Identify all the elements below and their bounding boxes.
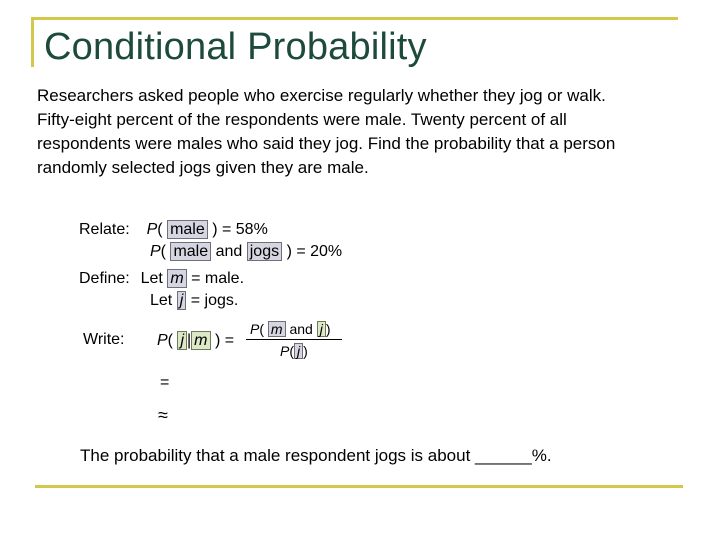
- open-paren: (: [289, 343, 295, 359]
- and-word: and: [215, 243, 243, 260]
- male-answer-box: male: [170, 242, 212, 261]
- problem-statement: Researchers asked people who exercise re…: [37, 86, 616, 177]
- var-j-box: j: [176, 291, 187, 310]
- prob-symbol: P: [150, 243, 161, 260]
- prob-symbol: P: [280, 343, 290, 359]
- relate-label: Relate:: [79, 221, 130, 238]
- open-paren: (: [157, 221, 163, 238]
- relate-value-2: ) = 20%: [286, 243, 343, 260]
- relate-line-2: P( male and jogs ) = 20%: [150, 242, 342, 261]
- prob-symbol: P: [157, 332, 168, 349]
- open-paren: (: [160, 243, 166, 260]
- close-paren: ): [303, 343, 308, 359]
- var-m-box: m: [267, 321, 286, 337]
- frame-left-line: [31, 17, 34, 67]
- relate-line-1: Relate: P( male ) = 58%: [79, 220, 268, 239]
- fraction-denominator: P(j): [280, 343, 308, 359]
- prob-symbol: P: [146, 221, 158, 238]
- var-j-box: j: [177, 331, 188, 350]
- open-paren: (: [259, 321, 265, 337]
- frame-top-line: [31, 17, 678, 20]
- close-paren: ): [325, 321, 331, 337]
- write-expression: P( j | m ) =: [157, 331, 234, 350]
- male-answer-box: male: [167, 220, 208, 239]
- given-bar: |: [187, 332, 192, 349]
- write-close-eq: ) =: [214, 332, 235, 349]
- relate-value-1: ) = 58%: [212, 221, 268, 238]
- define-male-text: = male.: [191, 270, 245, 287]
- define-line-1: Define: Let m = male.: [79, 269, 244, 288]
- equals-sign: =: [160, 374, 170, 391]
- let-word: Let: [140, 270, 163, 287]
- approx-sign: ≈: [158, 405, 168, 425]
- page-title: Conditional Probability: [44, 26, 427, 68]
- fraction-numerator: P( m and j): [250, 321, 331, 337]
- define-label: Define:: [79, 270, 130, 287]
- var-m-box: m: [191, 331, 211, 350]
- fraction-bar: [246, 339, 342, 340]
- and-word: and: [289, 321, 313, 337]
- answer-statement: The probability that a male respondent j…: [80, 446, 552, 465]
- open-paren: (: [167, 332, 173, 349]
- let-word: Let: [150, 292, 173, 309]
- prob-symbol: P: [250, 321, 260, 337]
- define-line-2: Let j = jogs.: [150, 291, 238, 310]
- var-j-box: j: [316, 321, 326, 337]
- var-j-box: j: [294, 343, 304, 359]
- var-m-box: m: [167, 269, 187, 288]
- write-label: Write:: [83, 331, 125, 348]
- define-jogs-text: = jogs.: [190, 292, 239, 309]
- jogs-answer-box: jogs: [246, 242, 283, 261]
- frame-bottom-line: [35, 485, 683, 488]
